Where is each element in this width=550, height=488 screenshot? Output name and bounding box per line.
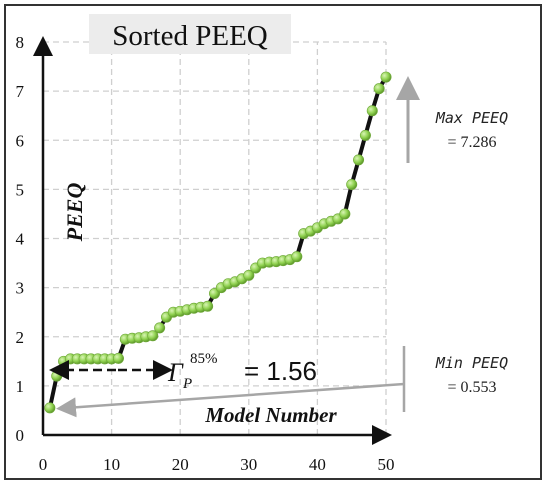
min-arrow <box>56 382 405 418</box>
min-label: Min PEEQ <box>435 354 508 372</box>
y-tick-label: 1 <box>16 377 25 396</box>
chart-title: Sorted PEEQ <box>112 20 268 52</box>
data-points <box>44 71 392 414</box>
data-point <box>373 83 385 95</box>
max-value: = 7.286 <box>447 134 496 151</box>
y-tick-label: 4 <box>16 230 25 249</box>
title-background <box>89 14 291 54</box>
y-tick-label: 7 <box>16 82 25 101</box>
data-point <box>44 402 56 414</box>
max-label: Max PEEQ <box>435 109 508 127</box>
data-point <box>359 129 371 141</box>
data-point <box>380 71 392 83</box>
y-tick-label: 8 <box>16 33 25 52</box>
y-tick-label: 6 <box>16 131 25 150</box>
data-point <box>353 154 365 166</box>
data-point <box>346 178 358 190</box>
grid-lines <box>43 41 387 435</box>
data-point <box>147 330 159 342</box>
data-point <box>112 352 124 364</box>
data-point <box>243 269 255 281</box>
data-point <box>339 208 351 220</box>
x-axis-label: Model Number <box>204 403 337 427</box>
axes <box>33 36 392 445</box>
min-value: = 0.553 <box>447 379 496 396</box>
gamma-value: = 1.56 <box>244 356 317 386</box>
y-tick-label: 3 <box>16 279 25 298</box>
x-tick-label: 10 <box>103 455 120 474</box>
data-point <box>366 105 378 117</box>
data-point <box>202 300 214 312</box>
y-axis-label: PEEQ <box>62 183 87 243</box>
gamma-subscript: P <box>182 376 192 392</box>
x-tick-label: 40 <box>309 455 326 474</box>
x-tick-label: 0 <box>39 455 48 474</box>
y-tick-label: 0 <box>16 426 25 445</box>
chart-frame <box>4 4 542 480</box>
x-tick-label: 20 <box>172 455 189 474</box>
tick-labels: 0 10 20 30 40 50 0 1 2 3 4 5 6 7 8 <box>16 33 395 474</box>
data-point <box>291 251 303 263</box>
gamma-symbol: Γ <box>167 358 184 387</box>
y-tick-label: 5 <box>16 180 25 199</box>
data-point <box>51 370 63 382</box>
y-tick-label: 2 <box>16 328 25 347</box>
data-point <box>154 322 166 334</box>
x-tick-label: 50 <box>378 455 395 474</box>
gamma-superscript: 85% <box>190 351 218 367</box>
x-tick-label: 30 <box>240 455 257 474</box>
